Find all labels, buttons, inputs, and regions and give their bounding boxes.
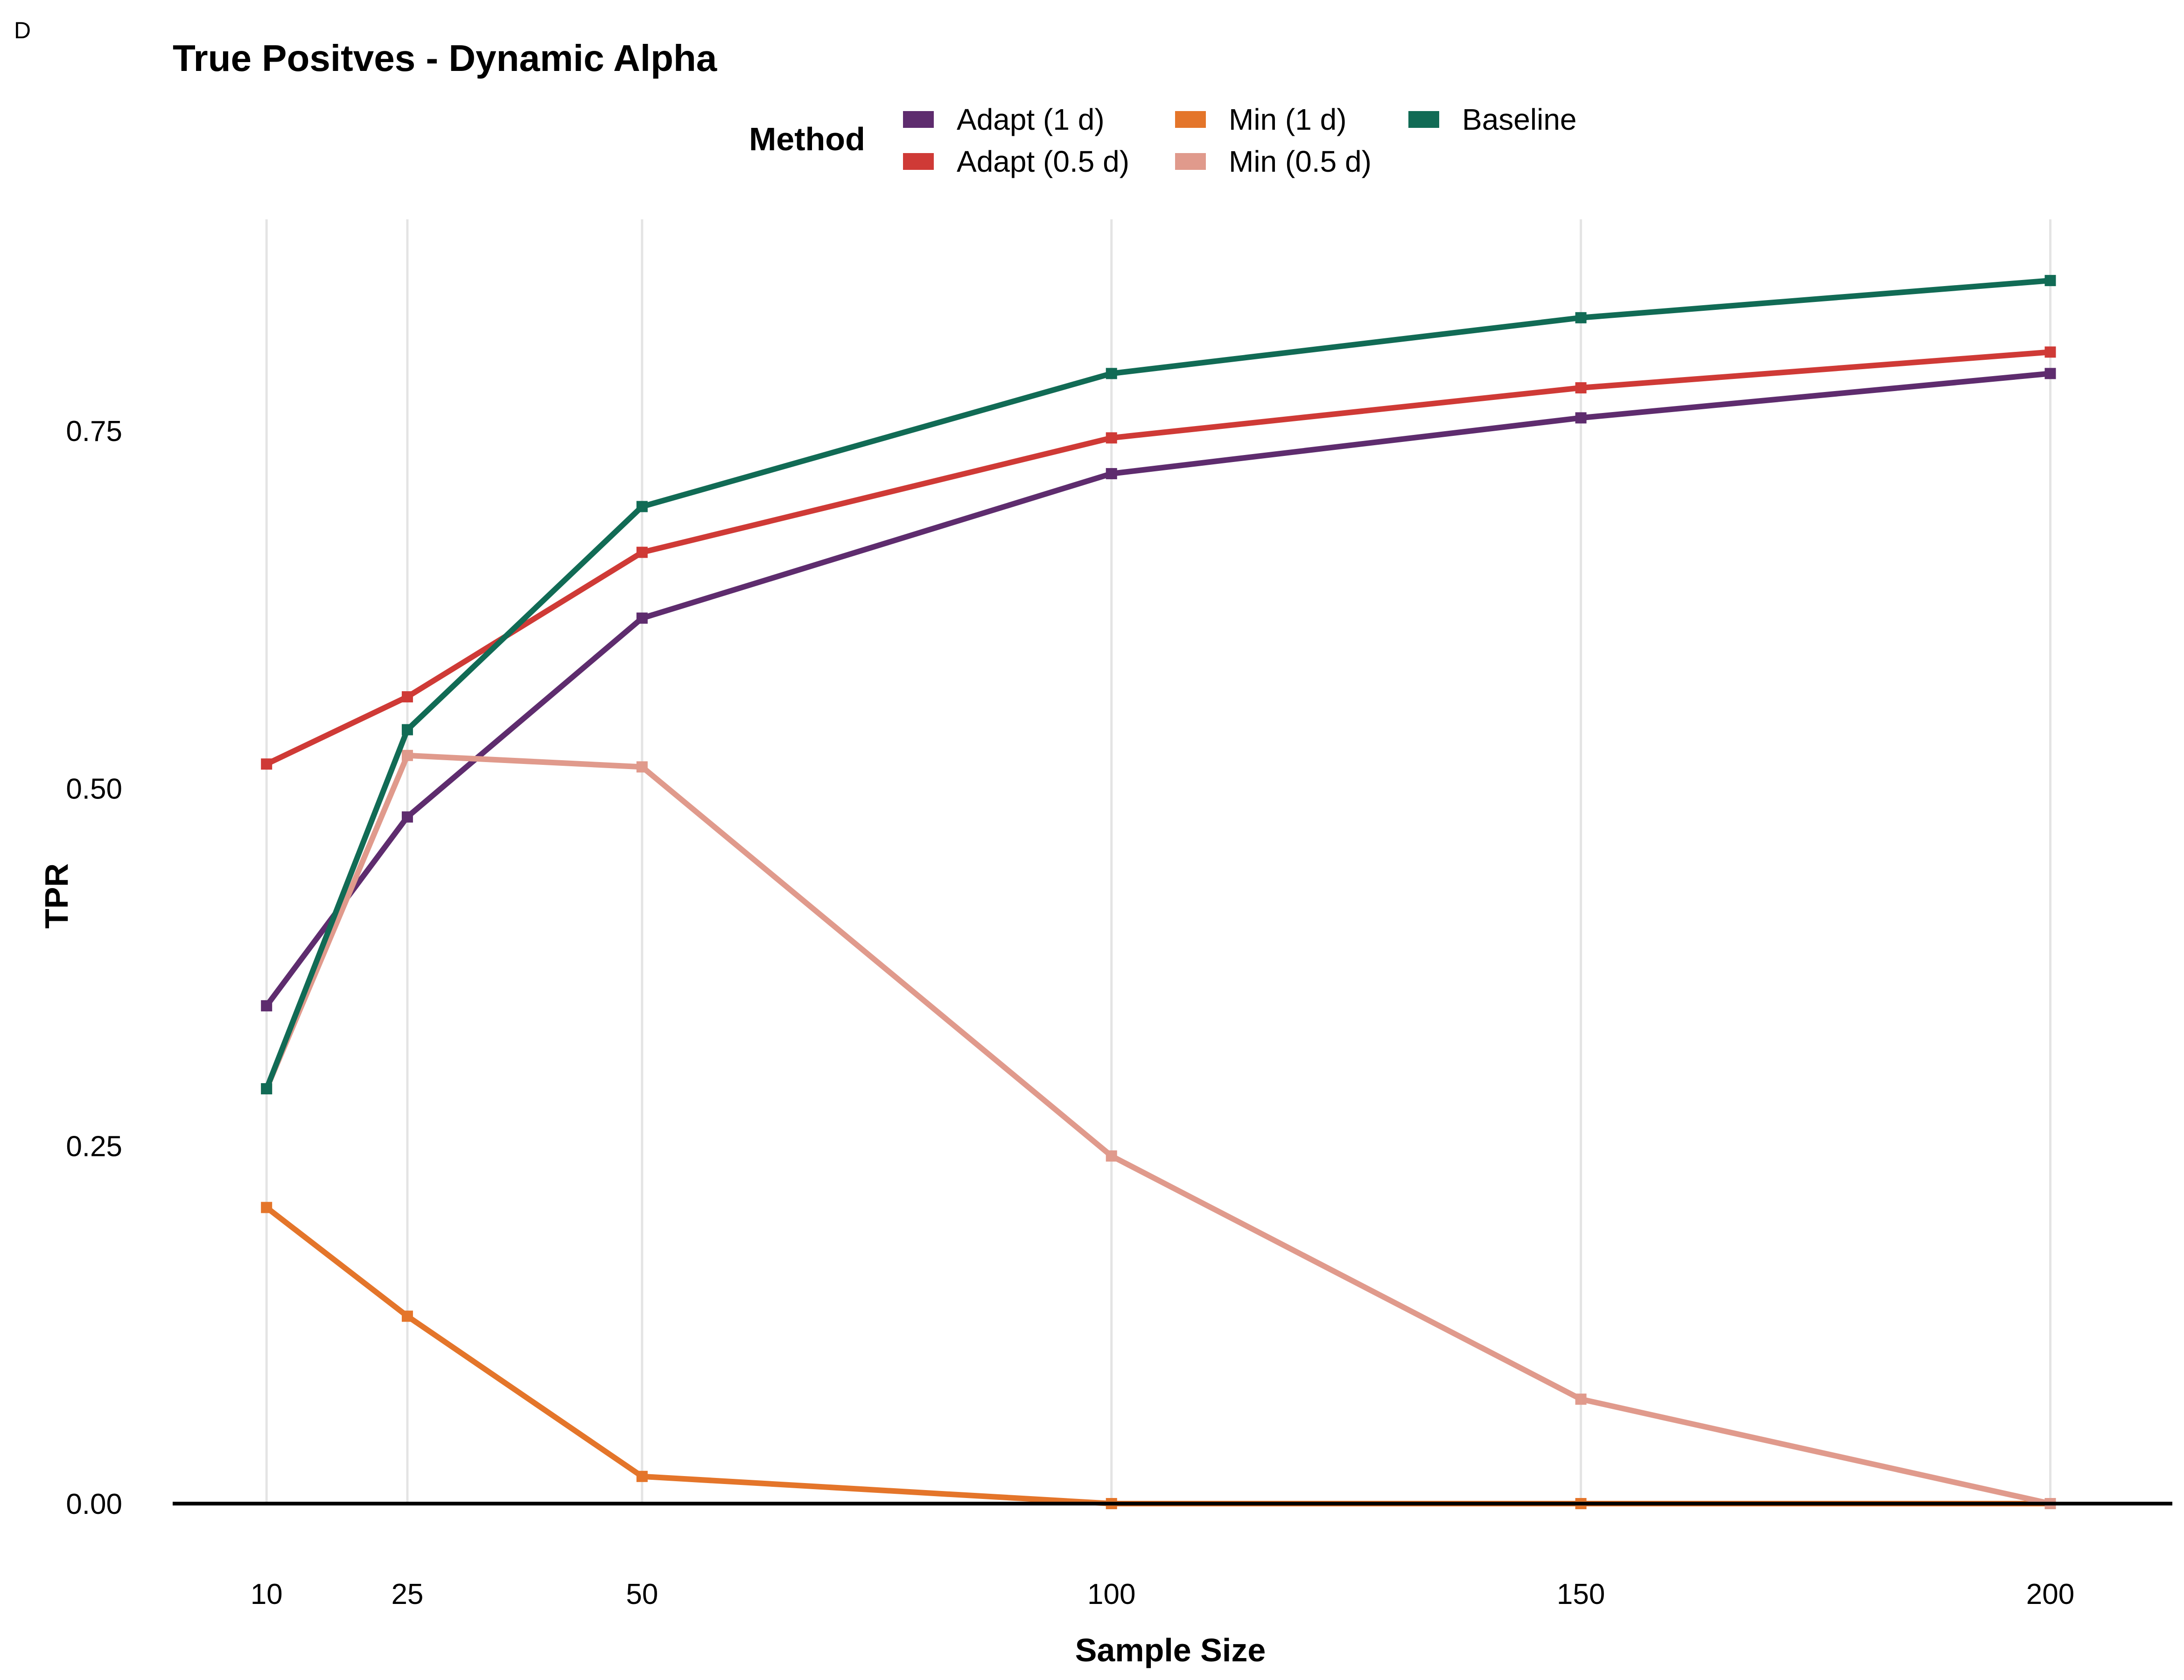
legend-label: Adapt (1 d) [957,103,1105,136]
legend-item: Baseline [1408,103,1577,136]
data-point [1106,1150,1117,1162]
series-min-1-d [261,1202,2056,1509]
data-point [1106,468,1117,479]
data-point [636,612,648,624]
legend-label: Min (0.5 d) [1229,145,1372,178]
series-line [264,752,2053,1506]
data-point [401,1310,413,1322]
data-point [2044,275,2056,287]
legend-swatch [1175,111,1206,128]
data-point [261,1083,273,1095]
x-tick-label: 50 [626,1578,658,1610]
x-axis-title: Sample Size [1075,1632,1266,1668]
y-tick-label: 0.00 [66,1488,122,1520]
data-point [261,1202,273,1213]
legend-item: Adapt (1 d) [903,103,1105,136]
y-tick-label: 0.25 [66,1131,122,1163]
series-adapt-1-d [261,368,2056,1012]
legend-item: Min (0.5 d) [1175,145,1372,178]
grid-lines [265,219,2051,1504]
legend: Method Adapt (1 d) Adapt (0.5 d) Min (1 d)… [749,103,1577,178]
chart-title: True Positves - Dynamic Alpha [173,37,717,79]
x-tick-labels: 10 25 50 100 150 200 [251,1578,2075,1610]
series-line [264,371,2053,1009]
legend-item: Adapt (0.5 d) [903,145,1129,178]
data-point [1106,432,1117,444]
series-adapt-0-5-d [261,346,2056,770]
x-tick-label: 150 [1557,1578,1605,1610]
data-point [1106,368,1117,379]
legend-item: Min (1 d) [1175,103,1347,136]
series-line [264,278,2053,1092]
data-point [1575,312,1587,323]
legend-label: Baseline [1462,103,1577,136]
data-point [636,546,648,558]
x-tick-label: 10 [251,1578,283,1610]
legend-swatch [1408,111,1439,128]
data-point [636,501,648,512]
series-layer [261,275,2056,1509]
x-tick-label: 25 [391,1578,423,1610]
x-tick-label: 100 [1087,1578,1135,1610]
data-point [261,1000,273,1012]
data-point [401,749,413,761]
series-line [264,1204,2053,1506]
legend-items: Adapt (1 d) Adapt (0.5 d) Min (1 d) Min (0.… [903,103,1577,178]
x-tick-label: 200 [2026,1578,2074,1610]
data-point [261,758,273,770]
data-point [1575,1393,1587,1405]
legend-swatch [1175,153,1206,170]
data-point [401,724,413,735]
legend-swatch [903,111,934,128]
data-point [2044,346,2056,358]
y-tick-labels: 0.00 0.25 0.50 0.75 [66,415,122,1520]
series-line [264,349,2053,767]
data-point [636,761,648,773]
data-point [636,1470,648,1482]
series-min-0-5-d [261,749,2056,1509]
series-baseline [261,275,2056,1095]
y-axis-title: TPR [38,863,75,929]
legend-swatch [903,153,934,170]
legend-title: Method [749,121,865,157]
data-point [1575,382,1587,394]
panel-label: D [14,17,31,43]
data-point [401,811,413,823]
data-point [1575,412,1587,424]
data-point [2044,368,2056,379]
legend-label: Min (1 d) [1229,103,1347,136]
data-point [401,691,413,703]
y-tick-label: 0.75 [66,415,122,448]
y-tick-label: 0.50 [66,773,122,805]
legend-label: Adapt (0.5 d) [957,145,1129,178]
